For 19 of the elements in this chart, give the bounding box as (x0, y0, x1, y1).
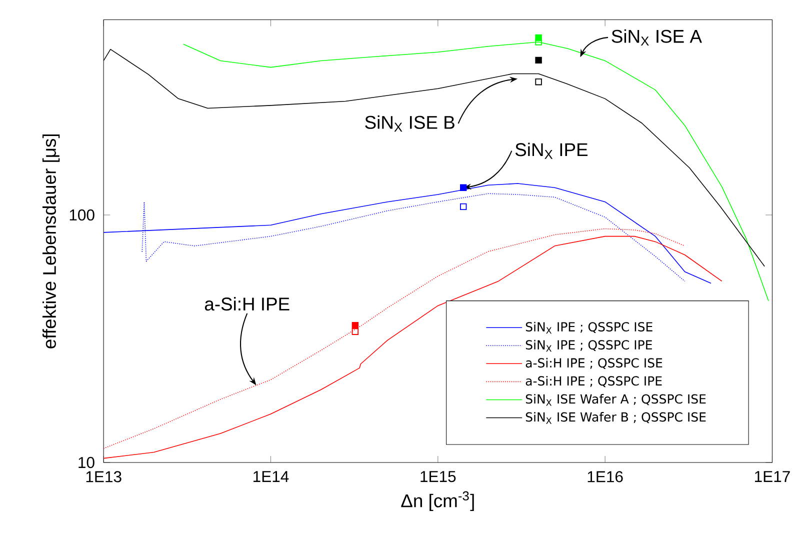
legend-label: SiN$_{X}$ ISE Wafer A ; QSSPC ISE (526, 394, 706, 406)
y-axis-title: effektive Lebensdauer [μs] (42, 134, 60, 348)
annotation: a-Si:H IPE (204, 296, 290, 310)
legend-label: SiN$_{X}$ IPE ; QSSPC ISE (526, 322, 652, 334)
annotation: SiN$_{X}$ ISE B (365, 115, 454, 132)
x-tick-label: 1E13 (86, 470, 122, 482)
annotation: SiN$_{X}$ ISE A (612, 29, 702, 46)
legend-label: SiN$_{X}$ ISE Wafer B ; QSSPC ISE (526, 412, 706, 424)
y-tick-label: 10 (78, 456, 94, 468)
legend-label: a-Si:H IPE ; QSSPC ISE (526, 358, 662, 369)
x-axis-title: Δn [cm$^{-3}$] (401, 491, 474, 511)
legend-label: SiN$_{X}$ IPE ; QSSPC IPE (526, 340, 652, 352)
y-tick-label: 100 (70, 209, 94, 220)
x-tick-label: 1E17 (754, 470, 790, 482)
x-tick-label: 1E14 (254, 470, 289, 482)
legend-label: a-Si:H IPE ; QSSPC IPE (526, 376, 662, 387)
x-tick-label: 1E15 (420, 470, 456, 482)
x-tick-label: 1E16 (588, 470, 623, 482)
annotation: SiN$_{X}$ IPE (515, 142, 588, 159)
